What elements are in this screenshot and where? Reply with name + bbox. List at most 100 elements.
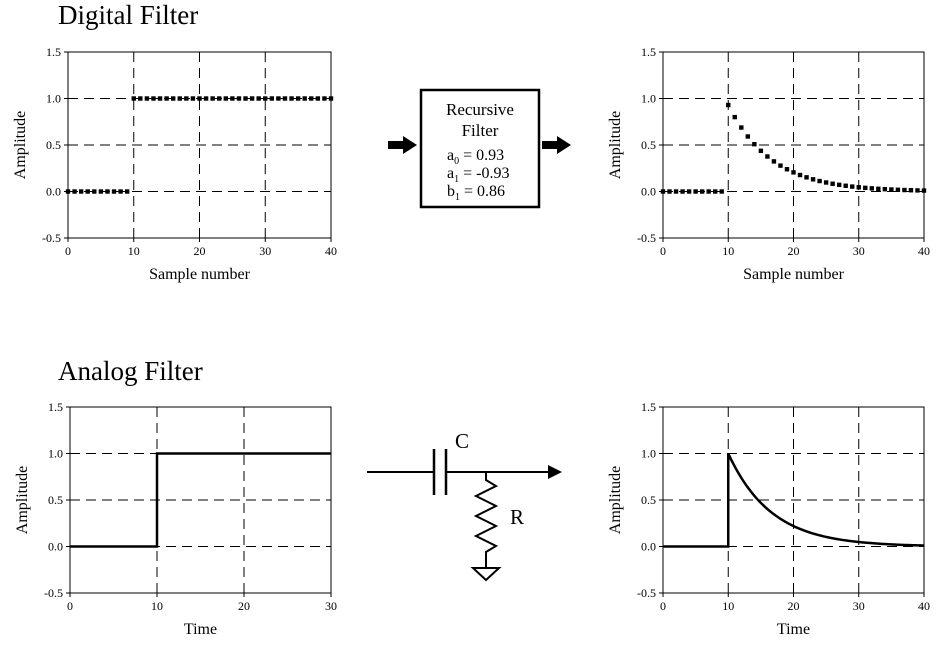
data-point <box>680 189 685 194</box>
digital-filter-heading: Digital Filter <box>58 0 198 30</box>
y-axis-label: Amplitude <box>607 466 624 534</box>
data-point <box>138 96 143 101</box>
x-axis-label: Time <box>184 621 217 638</box>
ground-symbol <box>470 567 502 582</box>
y-tick-label: 0.0 <box>48 540 63 554</box>
x-tick-label: 0 <box>660 599 666 613</box>
data-point <box>118 189 123 194</box>
y-tick-label: 0.5 <box>48 493 63 507</box>
data-point <box>210 96 215 101</box>
data-point <box>171 96 176 101</box>
x-tick-label: 30 <box>259 244 271 258</box>
data-point <box>850 184 855 189</box>
data-point <box>289 96 294 101</box>
data-point <box>124 189 130 194</box>
x-tick-label: 0 <box>67 599 73 613</box>
data-point <box>895 187 901 192</box>
y-tick-label: 0.0 <box>641 185 656 199</box>
x-tick-label: 20 <box>788 244 800 258</box>
data-point <box>843 183 848 188</box>
data-point <box>282 96 288 101</box>
x-axis-label: Time <box>777 621 810 638</box>
digital-output-chart: 0 10 20 30 40 -0.5 0.0 0.5 1.0 1.5 Sample number Am… <box>607 45 930 283</box>
data-point <box>876 186 881 192</box>
data-point <box>713 189 718 194</box>
data-point <box>295 96 301 101</box>
data-point <box>863 185 868 191</box>
data-point <box>328 96 334 101</box>
data-point <box>699 189 705 194</box>
data-point <box>111 189 117 194</box>
data-point <box>243 96 248 101</box>
data-point <box>921 188 927 193</box>
data-point <box>902 187 907 193</box>
y-axis-label: Amplitude <box>607 111 624 179</box>
data-point <box>65 189 71 194</box>
y-tick-label: 1.5 <box>641 45 656 59</box>
data-point <box>157 96 163 101</box>
data-point <box>745 134 751 139</box>
y-tick-label: 0.5 <box>641 493 656 507</box>
data-point <box>236 96 242 101</box>
rc-circuit: C R <box>367 429 562 582</box>
data-point <box>190 96 196 101</box>
y-axis-label: Amplitude <box>12 111 29 179</box>
coefficient-b1: b1 = 0.86 <box>447 183 505 203</box>
analog-output-chart: 0 10 20 30 40 -0.5 0.0 0.5 1.0 1.5 Time Amplitude <box>607 400 930 638</box>
x-tick-label: 10 <box>128 244 140 258</box>
data-point <box>810 177 816 182</box>
x-tick-label: 20 <box>194 244 206 258</box>
recursive-filter-box: Recursive Filter a0 = 0.93 a1 = -0.93 b1… <box>419 88 541 209</box>
data-point <box>151 96 156 101</box>
analog-input-chart: 0 10 20 30 -0.5 0.0 0.5 1.0 1.5 Time Amplitude <box>14 400 337 638</box>
coefficient-a0: a0 = 0.93 <box>447 147 504 167</box>
filter-title-line2: Filter <box>462 121 499 140</box>
y-tick-label: 0.5 <box>46 138 61 152</box>
data-point <box>856 185 861 190</box>
data-point <box>269 96 275 101</box>
data-point <box>915 188 920 193</box>
capacitor-label: C <box>455 429 469 453</box>
data-point <box>791 170 796 175</box>
data-point <box>660 189 666 194</box>
y-tick-label: -0.5 <box>637 231 656 245</box>
data-point <box>78 189 84 194</box>
y-tick-label: 1.0 <box>48 447 63 461</box>
data-point <box>693 189 698 194</box>
data-point <box>823 180 829 185</box>
x-tick-label: 0 <box>660 244 666 258</box>
data-point <box>302 96 307 101</box>
data-point <box>184 96 189 101</box>
data-point <box>144 96 150 101</box>
coefficient-a1: a1 = -0.93 <box>447 165 509 185</box>
data-point <box>98 189 104 194</box>
data-point <box>315 96 321 101</box>
data-point <box>85 189 90 194</box>
data-point <box>869 186 874 191</box>
data-point <box>784 167 790 172</box>
y-tick-label: 0.5 <box>641 138 656 152</box>
data-point <box>249 96 255 101</box>
data-point <box>719 189 724 194</box>
data-point <box>758 148 764 154</box>
data-point <box>882 186 888 192</box>
y-tick-label: 1.5 <box>641 400 656 414</box>
digital-input-chart: 0 10 20 30 40 -0.5 0.0 0.5 1.0 1.5 Sample number Am… <box>12 45 337 283</box>
data-point <box>164 96 169 101</box>
data-point <box>177 96 182 101</box>
data-point <box>706 189 711 194</box>
data-point <box>765 154 770 159</box>
data-point <box>836 182 842 188</box>
filter-title-line1: Recursive <box>446 100 514 119</box>
data-point <box>203 96 209 101</box>
y-tick-label: 1.5 <box>46 45 61 59</box>
data-point <box>771 159 777 164</box>
data-point <box>726 102 731 108</box>
data-point <box>908 188 914 193</box>
resistor-label: R <box>510 505 524 529</box>
data-point <box>217 96 222 101</box>
data-point <box>72 189 77 194</box>
input-arrow <box>388 136 417 154</box>
data-point <box>92 189 97 194</box>
data-point <box>778 163 783 168</box>
